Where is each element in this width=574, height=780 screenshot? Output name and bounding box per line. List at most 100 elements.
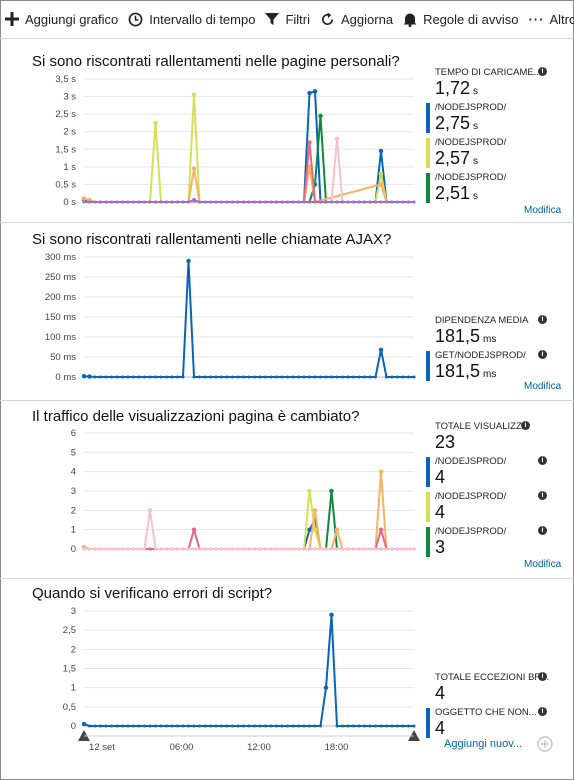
data-point [390,375,394,379]
info-icon[interactable]: i [538,67,547,76]
data-point [181,200,185,204]
toolbar: Aggiungi grafico Intervallo di tempo Fil… [0,0,574,39]
data-point [110,200,113,204]
add-circle-icon[interactable] [537,736,553,752]
more-button[interactable]: ··· Altro [523,4,574,34]
data-point [378,527,384,532]
data-point [330,547,333,551]
data-point [253,375,256,379]
y-tick-label: 2 [71,644,76,655]
legend-item-value: 3 [435,537,446,557]
data-point [192,724,196,728]
data-point [390,547,394,551]
data-point [214,375,218,379]
data-point [115,724,119,728]
data-point [203,375,207,379]
edit-link[interactable]: Modifica [524,205,562,216]
data-point [176,200,179,204]
data-point [121,375,124,379]
data-point [374,724,377,728]
info-icon[interactable]: i [538,707,547,716]
data-point [170,547,174,551]
y-tick-label: 1 [71,683,76,694]
legend-item-label: /NODEJSPROD/ [435,172,507,183]
data-point [253,724,256,728]
data-point [379,547,383,551]
data-point [302,375,306,379]
y-tick-label: 300 ms [45,252,76,263]
data-point [143,200,146,204]
alert-rules-button[interactable]: Regole di avviso [398,4,523,34]
data-point [170,724,174,728]
data-point [198,200,201,204]
refresh-button[interactable]: Aggiorna [315,4,398,34]
time-range-label: Intervallo di tempo [149,11,256,27]
data-point [225,547,229,551]
series-line [83,613,414,727]
data-point [324,547,328,551]
edit-link[interactable]: Modifica [524,559,562,570]
data-point [126,547,130,551]
data-point [352,547,355,551]
series-color-bar [426,351,430,381]
data-point [137,547,141,551]
y-tick-label: 200 ms [45,292,76,303]
legend-item-value: 2,75 s [435,113,479,133]
y-tick-label: 250 ms [45,272,76,283]
data-point [148,547,152,551]
info-icon[interactable]: i [538,526,547,535]
legend-total-value: 181,5 ms [435,326,497,346]
legend-total-label: TEMPO DI CARICAME... [435,67,542,78]
alert-rules-label: Regole di avviso [423,11,519,27]
data-point [247,200,251,204]
data-point [181,724,185,728]
info-icon[interactable]: i [538,491,547,500]
legend-total-value: 1,72 s [435,78,479,98]
info-icon[interactable]: i [538,672,547,681]
data-point [264,547,267,551]
series-line [84,528,414,550]
edit-link[interactable]: Modifica [524,381,562,392]
data-point [191,198,197,203]
data-point [401,547,405,551]
data-point [401,724,405,728]
data-point [165,547,168,551]
data-point [374,547,377,551]
ajax-chart: 0 ms 50 ms 100 ms 150 ms 200 ms 250 ms 300 ms [45,252,416,383]
data-point [291,547,295,551]
y-tick-label: 3 [71,486,76,497]
data-point [269,724,273,728]
data-point [82,547,86,551]
data-point [126,375,130,379]
data-point [302,200,306,204]
data-point [330,375,333,379]
info-icon[interactable]: i [538,315,547,324]
series-color-bar [426,457,430,487]
data-point [330,200,333,204]
info-icon[interactable]: i [521,421,530,430]
legend-item-label: OGGETTO CHE NON... [435,707,537,718]
info-icon[interactable]: i [538,350,547,359]
data-point [236,724,240,728]
add-chart-label: Aggiungi grafico [25,11,119,27]
data-point [401,200,405,204]
add-new-link[interactable]: Aggiungi nuov... [444,738,523,750]
data-point [225,375,229,379]
filters-button[interactable]: Filtri [260,4,315,34]
data-point [88,547,91,551]
data-point [93,375,97,379]
data-point [286,200,289,204]
data-point [236,200,240,204]
time-range-button[interactable]: Intervallo di tempo [123,4,260,34]
data-point [357,724,361,728]
add-chart-button[interactable]: Aggiungi grafico [0,4,123,34]
data-point [99,724,102,728]
section-title: Si sono riscontrati rallentamenti nelle … [32,231,392,248]
data-point [214,724,218,728]
data-point [352,724,355,728]
info-icon[interactable]: i [538,456,547,465]
data-point [286,547,289,551]
data-point [192,375,196,379]
data-point [280,547,284,551]
data-point [143,547,146,551]
